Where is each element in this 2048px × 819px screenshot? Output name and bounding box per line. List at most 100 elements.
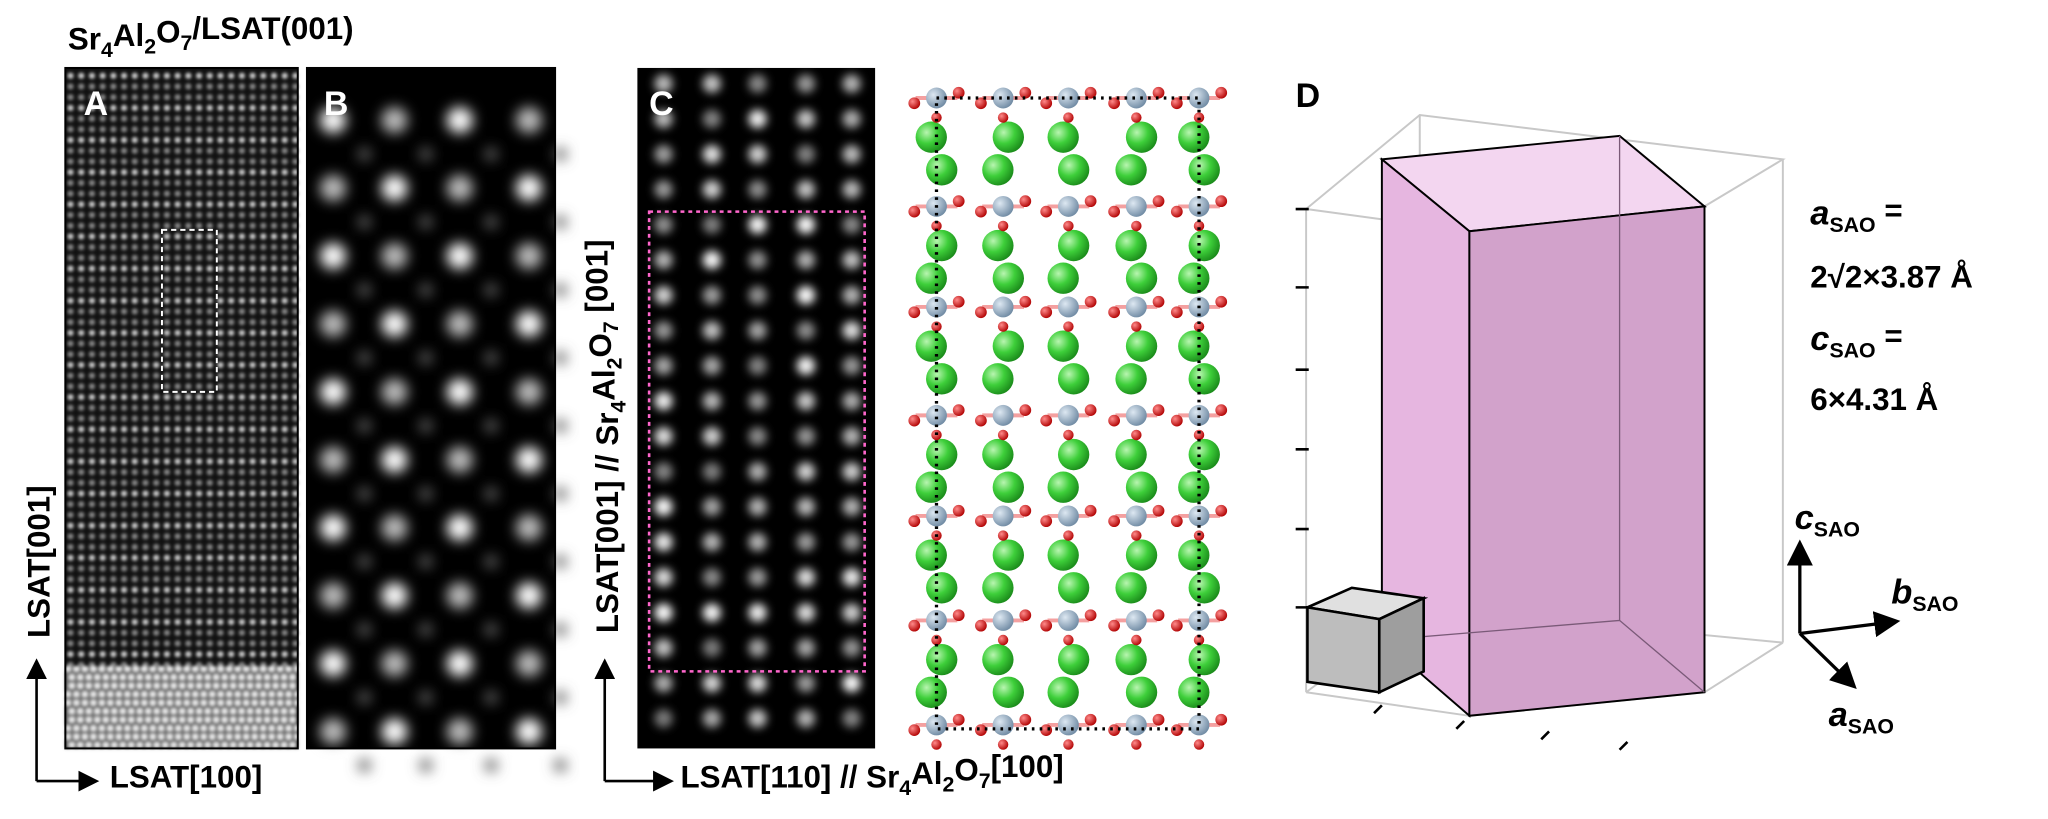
atom-column [120,608,128,615]
atom-column [68,674,75,681]
text-part: [100] [991,749,1064,784]
atom-column [67,383,74,390]
atom [1215,86,1228,99]
atom [992,505,1014,527]
atom-column [260,565,267,572]
atom-column [238,468,246,476]
atom [1115,229,1147,262]
atom-column [78,586,85,594]
atom-column [88,222,96,229]
atom-column [238,415,246,422]
atom-column [110,618,117,626]
atom-column [217,244,224,251]
atom-column [120,265,128,272]
atom-column [142,265,149,272]
atom-column [281,597,288,604]
atom-column [260,576,267,583]
atom-column [131,222,138,229]
atom-column [174,651,181,658]
atom-column [446,310,473,338]
atom-column [88,329,96,336]
subscript: SAO [1814,517,1860,541]
atom-column [228,126,235,133]
atom-column [132,733,139,740]
atom-column [217,665,224,672]
atom-column [281,501,288,508]
atom-column [195,372,203,379]
atom-column [99,115,106,122]
atom-column [419,690,433,705]
atom-column [260,276,267,283]
atom-column [446,107,473,134]
atom-column [67,436,74,444]
atom-column [228,94,235,101]
text-part: c [1810,320,1829,358]
atom-column [281,543,288,551]
atom-column [702,356,721,375]
atom-column [163,254,171,261]
atom-column [281,254,288,261]
atom-column [88,640,96,647]
atom-column [153,351,160,358]
atom-column [206,179,213,187]
atom-column [320,378,347,405]
atom-column [170,742,177,749]
atom-column [88,318,96,326]
atom-column [67,222,74,229]
atom-column [185,586,192,594]
atom-column [78,286,85,294]
atom-column [249,286,256,294]
atom-column [158,691,165,698]
atom-column [249,190,256,197]
atom-column [142,169,149,176]
atom-column [73,665,80,672]
atom-column [185,190,192,197]
atom-column [82,699,88,706]
atom-column [141,725,148,732]
atom-column [175,699,182,706]
atom-column [228,501,235,508]
atom-column [281,490,288,497]
atom-column [320,242,347,270]
atom-column [174,94,181,101]
atom-column [515,514,543,541]
atom-column [260,651,267,658]
atom-column [128,716,135,723]
atom-column [217,115,224,122]
atom-column [131,104,138,112]
atom [926,363,958,395]
atom-column [195,393,203,401]
atom-column [217,543,224,551]
atom-column [270,629,278,636]
atom-column [192,725,199,732]
atom-column [206,608,213,615]
atom-column [153,716,160,723]
atom-column [131,169,138,176]
atom-column [153,511,160,519]
atom-column [170,682,177,689]
atom-column [131,72,138,79]
atom [992,609,1014,631]
atom-column [185,490,192,497]
atom-column [88,158,96,165]
atom [1108,205,1120,218]
atom-column [163,361,171,369]
atom [1047,676,1079,708]
atom-column [142,490,149,497]
atom-column [264,708,270,715]
atom-column [238,329,246,336]
atom-column [446,242,473,270]
atom-column [119,682,126,689]
atom-column [281,72,288,79]
atom-column [357,283,371,297]
atom-column [142,136,149,144]
atom-column [217,436,224,444]
atom-column [99,158,106,165]
atom-column [484,758,498,772]
atom-column [206,597,213,604]
atom-column [484,690,498,705]
subscript: 7 [180,31,192,55]
atom-column [99,468,106,476]
atom-column [163,618,171,626]
atom-column [419,487,433,501]
